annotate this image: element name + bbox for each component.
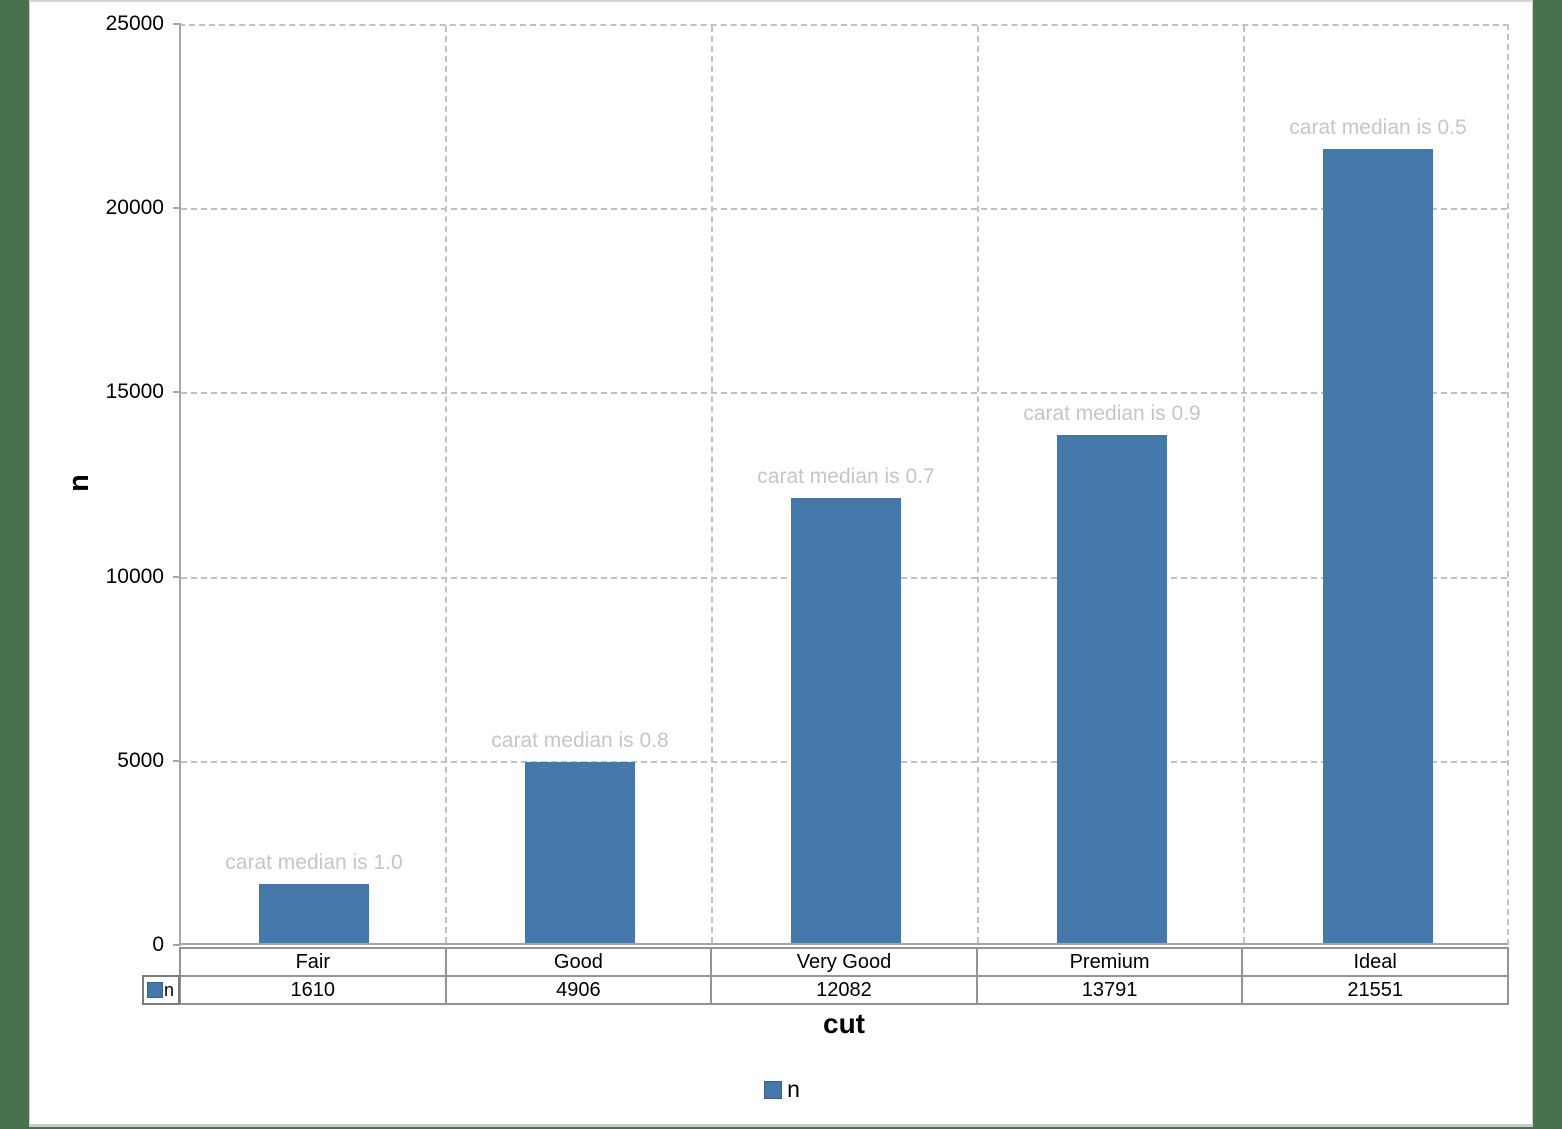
y-tick-label: 20000: [105, 196, 164, 220]
y-tick-mark: [173, 207, 181, 210]
y-axis-title: n: [62, 474, 95, 492]
value-cell: 4906: [444, 975, 713, 1005]
bar-good: [525, 762, 635, 943]
gridline-horizontal: [181, 392, 1507, 395]
series-key-swatch: [147, 982, 163, 998]
data-table: Fair Good Very Good Premium Ideal 1610 4906 12…: [179, 947, 1509, 1005]
x-axis-title: cut: [823, 1008, 865, 1039]
y-tick-label: 10000: [105, 564, 164, 588]
bar-annotation: carat median is 0.8: [491, 729, 669, 753]
bar-fair: [259, 883, 369, 943]
plot-area: carat median is 1.0 carat median is 0.8 ca…: [179, 24, 1509, 945]
legend: n: [30, 1078, 1534, 1101]
y-tick-mark: [173, 391, 181, 394]
chart-canvas: n carat median is 1.0 carat median is 0.8…: [29, 0, 1533, 1127]
gridline-vertical: [711, 26, 713, 943]
bar-annotation: carat median is 0.9: [1023, 401, 1201, 425]
gridline-vertical: [1243, 26, 1245, 943]
value-row: 1610 4906 12082 13791 21551: [179, 975, 1509, 1005]
y-tick-label: 25000: [105, 12, 164, 35]
value-cell: 13791: [975, 975, 1244, 1005]
gridline-vertical: [977, 26, 979, 943]
category-cell: Ideal: [1241, 947, 1509, 977]
category-cell: Fair: [179, 947, 447, 977]
gridline-horizontal: [181, 208, 1507, 211]
value-cell: 1610: [179, 975, 447, 1005]
bar-ideal: [1323, 149, 1433, 943]
y-tick-mark: [173, 575, 181, 578]
series-key-label: n: [164, 979, 175, 1000]
category-row: Fair Good Very Good Premium Ideal: [179, 947, 1509, 977]
y-tick-mark: [173, 759, 181, 762]
y-tick-label: 15000: [105, 380, 164, 404]
category-cell: Good: [444, 947, 713, 977]
value-cell: 12082: [710, 975, 978, 1005]
bar-annotation: carat median is 0.5: [1289, 116, 1467, 140]
bar-annotation: carat median is 1.0: [225, 850, 403, 874]
category-cell: Premium: [975, 947, 1244, 977]
legend-swatch: [764, 1080, 783, 1099]
series-key-cell: n: [142, 975, 180, 1005]
y-tick-label: 5000: [117, 748, 164, 772]
value-cell: 21551: [1241, 975, 1509, 1005]
gridline-vertical: [445, 26, 447, 943]
category-cell: Very Good: [710, 947, 978, 977]
bar-premium: [1057, 434, 1167, 943]
y-tick-mark: [173, 944, 181, 946]
y-tick-label: 0: [152, 933, 164, 956]
y-tick-mark: [173, 23, 181, 25]
bar-annotation: carat median is 0.7: [757, 464, 935, 488]
legend-label: n: [787, 1076, 800, 1102]
bar-very-good: [791, 497, 901, 943]
